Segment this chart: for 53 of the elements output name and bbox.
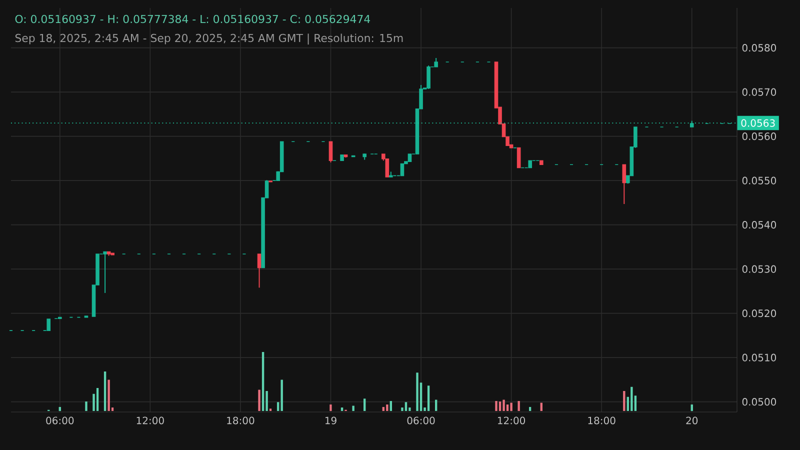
y-tick-label: 0.0530 <box>742 265 776 273</box>
y-tick-label: 0.0570 <box>742 88 776 96</box>
y-tick-label: 0.0560 <box>742 132 776 140</box>
candlestick <box>400 163 404 176</box>
candlestick <box>257 254 262 288</box>
candlestick <box>426 65 430 90</box>
text: O: 0.05160937 - H: 0.05777384 - L: 0.05160937 - C: 0.05629474 <box>15 14 370 24</box>
bar <box>386 404 388 411</box>
bar <box>258 390 260 411</box>
bar <box>330 404 332 411</box>
y-tick-label: 0.0580 <box>742 44 776 52</box>
y-tick-label: 0.0500 <box>742 398 776 406</box>
bar <box>498 402 502 411</box>
bar <box>104 371 106 411</box>
x-tick-label: 12:00 <box>498 416 526 424</box>
bar <box>404 402 408 411</box>
text: Sep 18, 2025, 2:45 AM - Sep 20, 2025, 2:45 AM GMT | Resolution: 15m <box>15 34 403 45</box>
bar <box>85 402 88 411</box>
bar <box>518 400 520 411</box>
y-tick-label: 0.0510 <box>742 354 776 362</box>
bar <box>540 402 542 411</box>
bar <box>108 380 110 411</box>
x-tick-label: 12:00 <box>136 416 164 424</box>
candlestick <box>516 147 521 168</box>
candlestick <box>103 251 107 294</box>
bar <box>690 404 693 411</box>
x-tick-label: 18:00 <box>227 416 254 424</box>
bar <box>364 398 366 411</box>
bar <box>280 380 283 411</box>
bar <box>262 352 264 411</box>
x-tick-label: 06:00 <box>407 416 435 424</box>
bar <box>495 400 498 411</box>
bar <box>630 386 633 411</box>
y-tick-label: 0.0550 <box>742 176 776 184</box>
candlestick <box>622 164 626 205</box>
bar <box>352 406 354 411</box>
bar <box>96 388 99 411</box>
bar <box>340 407 344 411</box>
y-tick-label: 0.0540 <box>742 221 776 229</box>
bar <box>502 400 505 411</box>
bar <box>390 400 392 411</box>
ref-line-label: 0.0563 <box>741 119 775 127</box>
candlestick <box>328 141 333 163</box>
bar <box>623 390 626 411</box>
x-tick-label: 19 <box>325 416 336 424</box>
x-tick-label: 20 <box>686 416 698 424</box>
candlestick <box>46 318 51 331</box>
y-tick-label: 0.0520 <box>742 310 776 318</box>
bar <box>427 386 430 411</box>
x-tick-label: 06:00 <box>46 416 74 424</box>
bar <box>510 402 512 411</box>
bar <box>416 372 418 411</box>
x-tick-label: 18:00 <box>588 416 616 424</box>
